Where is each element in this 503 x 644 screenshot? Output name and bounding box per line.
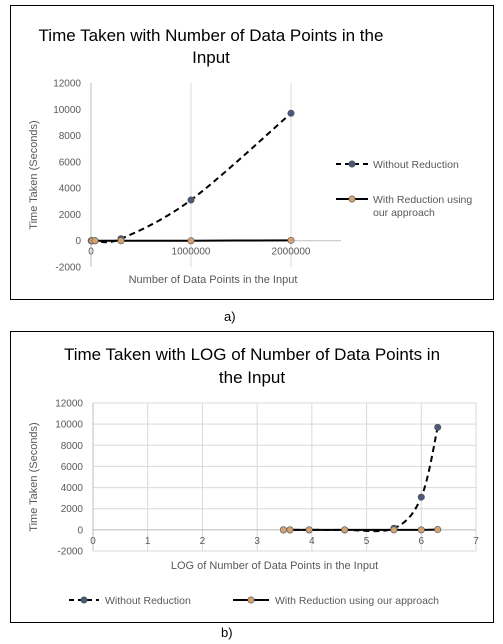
y-tick-label: 12000 (55, 399, 83, 410)
x-tick-label: 2 (200, 536, 206, 547)
legend-marker (348, 160, 356, 168)
legend-label: With Reduction using (373, 194, 472, 206)
data-point-with-reduction (117, 237, 125, 245)
y-tick-label: 8000 (61, 441, 84, 452)
y-tick-label: 4000 (59, 184, 82, 195)
x-tick-label: 7 (473, 536, 479, 547)
x-tick-label: 1000000 (172, 247, 211, 258)
y-axis-label: Time Taken (Seconds) (28, 422, 40, 531)
x-tick-label: 0 (90, 536, 96, 547)
y-tick-label: 8000 (59, 131, 82, 142)
y-tick-label: 10000 (53, 105, 81, 116)
y-tick-label: 2000 (59, 210, 82, 221)
y-tick-label: 0 (75, 236, 81, 247)
chart-title-line: Input (192, 48, 230, 67)
y-tick-label: 6000 (59, 157, 82, 168)
y-tick-label: 2000 (61, 504, 84, 515)
y-tick-label: 4000 (61, 483, 84, 494)
data-point-without-reduction (417, 493, 425, 501)
data-point-with-reduction (341, 526, 349, 534)
data-point-with-reduction (287, 236, 295, 244)
y-tick-label: -2000 (57, 547, 83, 558)
data-point-with-reduction (390, 526, 398, 534)
data-point-with-reduction (305, 526, 313, 534)
legend-label: With Reduction using our approach (275, 595, 439, 607)
data-point-with-reduction (434, 526, 442, 534)
data-point-without-reduction (187, 196, 195, 204)
chart-title-line: Time Taken with Number of Data Points in… (39, 26, 384, 45)
chart-b-svg: Time Taken with LOG of Number of Data Po… (28, 345, 479, 607)
data-point-without-reduction (287, 109, 295, 117)
data-point-with-reduction (187, 237, 195, 245)
x-tick-label: 4 (309, 536, 315, 547)
legend-marker (348, 195, 356, 203)
x-axis-label: LOG of Number of Data Points in the Inpu… (171, 560, 378, 572)
chart-panel-a: Time Taken with Number of Data Points in… (10, 5, 494, 300)
x-axis-label: Number of Data Points in the Input (129, 274, 298, 286)
legend-marker (247, 596, 255, 604)
y-axis-label: Time Taken (Seconds) (28, 120, 40, 229)
data-point-without-reduction (434, 423, 442, 431)
legend-marker (80, 596, 88, 604)
chart-a-svg: Time Taken with Number of Data Points in… (28, 26, 472, 286)
chart-title-line: the Input (219, 368, 285, 387)
series-line-without-reduction (283, 427, 439, 533)
caption-a: a) (224, 309, 236, 324)
x-tick-label: 1 (145, 536, 151, 547)
y-tick-label: 6000 (61, 462, 84, 473)
x-tick-label: 3 (254, 536, 260, 547)
data-point-with-reduction (286, 526, 294, 534)
x-tick-label: 6 (419, 536, 425, 547)
x-tick-label: 5 (364, 536, 370, 547)
y-tick-label: 0 (77, 525, 83, 536)
data-point-with-reduction (279, 526, 287, 534)
y-tick-label: -2000 (55, 263, 81, 274)
chart-title-line: Time Taken with LOG of Number of Data Po… (64, 345, 440, 364)
legend-label: our approach (373, 207, 435, 219)
legend-label: Without Reduction (105, 595, 191, 607)
caption-b: b) (221, 625, 233, 640)
data-point-with-reduction (91, 237, 99, 245)
data-point-with-reduction (417, 526, 425, 534)
x-tick-label: 0 (88, 247, 94, 258)
legend-label: Without Reduction (373, 159, 459, 171)
y-tick-label: 10000 (55, 420, 83, 431)
x-tick-label: 2000000 (272, 247, 311, 258)
y-tick-label: 12000 (53, 79, 81, 90)
chart-panel-b: Time Taken with LOG of Number of Data Po… (10, 331, 494, 623)
